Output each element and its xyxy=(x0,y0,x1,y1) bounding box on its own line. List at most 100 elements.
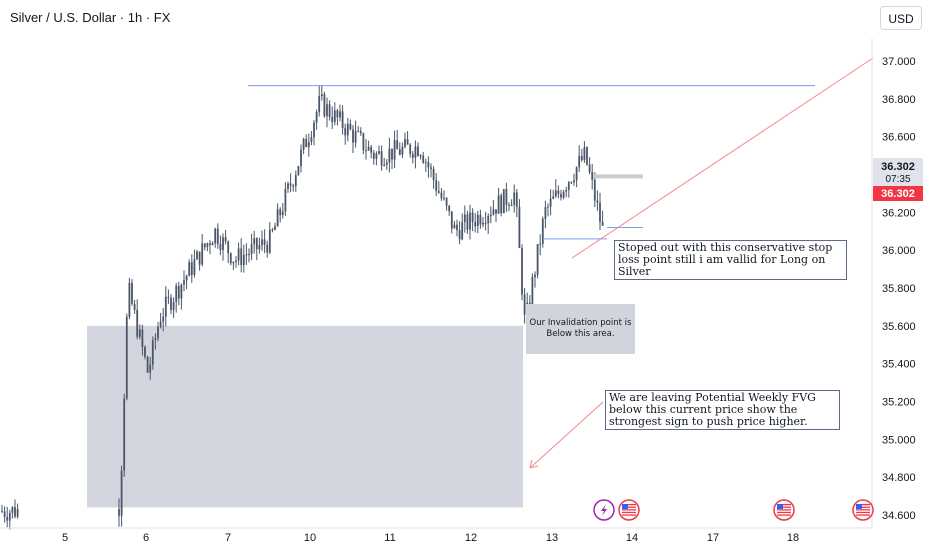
candle-body xyxy=(302,138,305,150)
candle-body xyxy=(565,189,568,192)
candle-body xyxy=(222,237,224,251)
flag-canton xyxy=(622,504,628,509)
candle-body xyxy=(1,511,3,513)
candle-body xyxy=(560,194,562,198)
candle-body xyxy=(167,296,170,298)
candle-body xyxy=(268,229,271,253)
candle-body xyxy=(320,94,323,97)
flag-stripe xyxy=(622,511,636,514)
candle-body xyxy=(185,275,188,281)
candle-body xyxy=(591,172,594,180)
candle-body xyxy=(248,253,250,255)
candle-body xyxy=(190,262,193,276)
candle-body xyxy=(508,205,510,207)
candle-body xyxy=(237,248,240,261)
candle-body xyxy=(274,226,276,231)
flag-stripe xyxy=(856,514,870,516)
candle-body xyxy=(445,198,448,206)
candle-body xyxy=(448,205,451,212)
candle-body xyxy=(229,253,232,264)
stopped-out-note[interactable]: Stoped out with this conservative stop l… xyxy=(614,240,847,280)
candle-body xyxy=(375,153,378,159)
candle-body xyxy=(562,191,565,198)
candle-body xyxy=(216,228,219,245)
candle-body xyxy=(575,167,578,181)
fvg-note[interactable]: We are leaving Potential Weekly FVG belo… xyxy=(605,390,840,430)
candle-body xyxy=(258,245,261,250)
candle-body xyxy=(214,228,217,244)
us-flag-icon[interactable] xyxy=(852,499,874,521)
lightning-bolt xyxy=(601,504,607,516)
flag-stripe xyxy=(777,506,791,508)
price-tick-label: 34.800 xyxy=(882,472,916,484)
candle-body xyxy=(479,214,482,225)
candle-body xyxy=(159,321,162,327)
candle-body xyxy=(144,346,146,357)
candle-body xyxy=(547,206,549,208)
candle-body xyxy=(502,189,505,214)
currency-button[interactable]: USD xyxy=(880,6,922,30)
candle-body xyxy=(151,340,154,365)
us-flag-icon[interactable] xyxy=(618,499,640,521)
candle-body xyxy=(380,151,383,166)
current-price-tag xyxy=(873,186,923,201)
candle-body xyxy=(164,296,167,317)
price-tick-label: 37.000 xyxy=(882,56,916,68)
candle-body xyxy=(484,222,487,224)
candle-body xyxy=(146,356,149,373)
time-tick-label: 18 xyxy=(787,532,799,544)
candle-body xyxy=(14,507,16,517)
candle-body xyxy=(570,182,573,184)
candle-body xyxy=(133,303,136,310)
candle-body xyxy=(417,146,419,156)
candle-body xyxy=(128,282,131,317)
candle-body xyxy=(534,274,536,278)
candle-body xyxy=(461,222,464,240)
candle-body xyxy=(313,122,315,138)
candle-body xyxy=(440,192,443,199)
event-markers[interactable] xyxy=(593,499,874,521)
flag-stripe xyxy=(856,506,870,508)
price-tick-label: 36.600 xyxy=(882,132,916,144)
candle-body xyxy=(310,137,313,143)
candle-body xyxy=(261,239,263,246)
invalidation-note[interactable]: Our Invalidation point is Below this are… xyxy=(526,304,635,354)
candle-body xyxy=(6,516,9,521)
time-tick-label: 10 xyxy=(304,532,316,544)
candle-body xyxy=(333,110,336,123)
last-price-label: 36.302 xyxy=(881,161,915,173)
time-tick-label: 14 xyxy=(626,532,638,544)
candle-body xyxy=(450,211,453,229)
candle-body xyxy=(414,146,417,158)
candle-body xyxy=(466,214,469,230)
pointer-arrow-line xyxy=(529,401,604,469)
candle-body xyxy=(323,94,326,117)
flag-canton xyxy=(777,504,783,509)
candle-body xyxy=(339,111,341,118)
price-tick-label: 35.800 xyxy=(882,283,916,295)
candle-body xyxy=(523,294,526,315)
candle-body xyxy=(432,168,435,180)
flag-stripe xyxy=(622,514,636,516)
lightning-icon[interactable] xyxy=(593,499,615,521)
candle-body xyxy=(354,131,357,143)
us-flag-icon[interactable] xyxy=(773,499,795,521)
pointer-arrow-head xyxy=(529,459,539,469)
candle-body xyxy=(513,192,516,205)
candle-body xyxy=(232,261,235,264)
candle-body xyxy=(300,149,302,167)
flag-stripe xyxy=(622,504,636,506)
candle-body xyxy=(482,222,484,225)
candle-body xyxy=(536,244,539,275)
candle-body xyxy=(297,166,300,176)
candle-body xyxy=(341,111,344,129)
time-tick-label: 6 xyxy=(143,532,149,544)
candle-body xyxy=(539,243,542,245)
candle-body xyxy=(599,202,601,222)
time-tick-label: 13 xyxy=(546,532,558,544)
time-tick-label: 12 xyxy=(465,532,477,544)
candle-body xyxy=(419,155,422,157)
trend-line xyxy=(571,57,874,259)
candle-body xyxy=(224,237,227,242)
